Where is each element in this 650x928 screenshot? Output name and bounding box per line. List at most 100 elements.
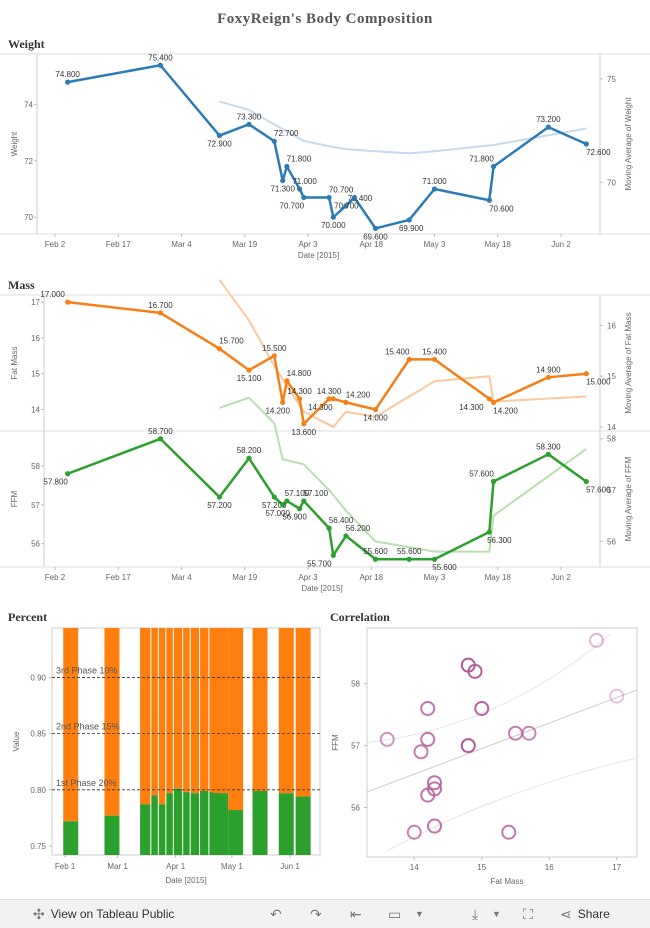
scatter-point — [460, 738, 476, 754]
scatter-point — [609, 688, 625, 704]
ffm-data-point — [406, 556, 412, 562]
ffm-percent-bar — [295, 796, 311, 855]
pause-icon[interactable]: ▭ — [388, 905, 402, 922]
fat_mass-data-point — [490, 399, 497, 405]
ffm-data-label: 58.200 — [237, 446, 262, 455]
fat_mass-data-point — [296, 396, 303, 402]
redo-icon[interactable]: ↷ — [310, 905, 322, 922]
ffm-data-point — [284, 498, 290, 504]
mass-section-title: Mass — [8, 278, 35, 292]
download-dropdown-icon[interactable]: ▼ — [492, 909, 501, 919]
y-tick-label: 17 — [31, 298, 40, 307]
y2-tick-label: 57 — [607, 486, 616, 495]
fat_mass-data-point — [280, 399, 286, 405]
fat_mass-data-label: 15.000 — [586, 378, 611, 387]
download-icon[interactable]: ⤓ — [472, 905, 479, 922]
ffm-data-point — [246, 455, 252, 461]
fat_mass-data-label: 14.300 — [317, 387, 342, 396]
weight-data-point — [216, 132, 223, 139]
percent-section-title: Percent — [8, 610, 47, 624]
x-tick-label: 14 — [410, 863, 419, 872]
scatter-point — [589, 632, 604, 648]
trend-lower-band — [387, 757, 638, 852]
x-tick-label: 15 — [477, 863, 486, 872]
fat-percent-bar — [228, 628, 244, 811]
y-tick-label: 58 — [351, 680, 360, 689]
x-tick-label: May 18 — [485, 240, 512, 249]
ffm-percent-bar — [252, 790, 268, 855]
weight-data-point — [490, 163, 497, 170]
x-tick-label: Feb 17 — [106, 240, 131, 249]
x-tick-label: 16 — [545, 863, 554, 872]
fat-percent-bar — [166, 628, 173, 794]
ffm-data-label: 57.600 — [469, 470, 494, 479]
revert-icon[interactable]: ⇤ — [350, 905, 362, 922]
fat_mass-data-label: 13.600 — [292, 428, 317, 437]
y2-axis-title: Moving Average of Fat Mass — [624, 312, 633, 413]
ffm-data-point — [326, 525, 332, 531]
weight-data-point — [246, 121, 252, 127]
undo-icon[interactable]: ↶ — [270, 905, 282, 922]
weight-data-point — [271, 138, 277, 144]
x-tick-label: Mar 19 — [232, 573, 257, 582]
scatter-point — [467, 663, 483, 679]
fat-percent-bar — [252, 628, 268, 791]
view-on-tableau-label: View on Tableau Public — [50, 907, 175, 921]
share-button[interactable]: ⋖ Share — [560, 906, 610, 923]
weight-data-label: 73.300 — [237, 112, 262, 121]
weight-data-point — [583, 141, 589, 147]
fullscreen-icon[interactable]: ⛶ — [523, 905, 533, 922]
ffm-data-point — [372, 556, 379, 562]
y2-axis-title: Moving Average of FFM — [624, 456, 633, 541]
weight-moving-average-line — [219, 100, 587, 155]
ffm-percent-bar — [63, 821, 79, 855]
y2-tick-label: 58 — [607, 435, 616, 444]
pause-dropdown-icon[interactable]: ▼ — [415, 909, 424, 919]
y-tick-label: 0.75 — [30, 842, 46, 851]
fat_mass-data-point — [583, 371, 589, 377]
fat_mass-data-label: 14.000 — [363, 414, 388, 423]
y-axis-title: FFM — [331, 734, 340, 751]
weight-data-point — [65, 79, 71, 85]
scatter-point — [427, 818, 442, 834]
ffm-data-point — [545, 451, 551, 457]
weight-data-label: 71.800 — [287, 155, 312, 164]
scatter-point — [379, 731, 395, 747]
fat_mass-data-label: 14.300 — [287, 387, 312, 396]
x-tick-label: Jun 2 — [551, 240, 571, 249]
fat_mass-data-label: 15.100 — [237, 374, 262, 383]
ffm-data-point — [301, 498, 307, 504]
fat_mass-panel: 14 15 16 17 14 15 16 Fat Mass Moving Average of … — [0, 279, 650, 437]
weight-data-label: 70.700 — [280, 201, 305, 210]
x-tick-label: Apr 3 — [298, 240, 318, 249]
fat_mass-data-label: 14.200 — [346, 390, 371, 399]
y-tick-label: 57 — [351, 742, 360, 751]
correlation-section-title: Correlation — [330, 610, 390, 624]
scatter-point — [474, 700, 490, 716]
y-tick-label: 0.80 — [30, 786, 46, 795]
y-tick-label: 0.85 — [30, 730, 46, 739]
x-tick-label: Feb 2 — [45, 573, 66, 582]
ffm-data-label: 57.600 — [586, 486, 611, 495]
weight-data-label: 75.400 — [148, 53, 173, 62]
tableau-logo-icon: ✣ — [33, 905, 45, 922]
scatter-point — [420, 700, 436, 716]
weight-data-label: 71.800 — [469, 155, 494, 164]
y-tick-label: 15 — [31, 370, 40, 379]
y-tick-label: 14 — [31, 406, 40, 415]
y2-tick-label: 75 — [607, 75, 616, 84]
scatter-plot-frame — [366, 627, 638, 858]
x-tick-label: Apr 1 — [166, 862, 186, 871]
y-tick-label: 56 — [351, 803, 360, 812]
ffm-data-label: 57.100 — [285, 489, 310, 498]
ffm-percent-bar — [190, 793, 200, 855]
fat_mass-data-label: 14.900 — [536, 365, 561, 374]
y-tick-label: 0.90 — [30, 673, 46, 682]
weight-panel: 70 72 74 70 75 Weight Moving Average of Weight… — [0, 53, 650, 260]
view-on-tableau-button[interactable]: ✣ View on Tableau Public — [33, 906, 174, 923]
y-axis-title: Weight — [10, 131, 19, 157]
ffm-data-point — [65, 471, 71, 477]
weight-data-label: 74.800 — [55, 70, 80, 79]
fat-percent-bar — [213, 628, 229, 794]
x-tick-label: Mar 19 — [232, 240, 257, 249]
